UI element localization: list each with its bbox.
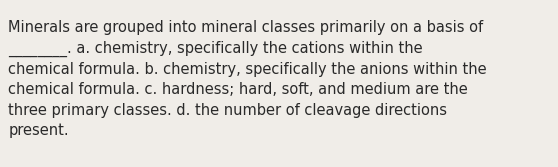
Text: Minerals are grouped into mineral classes primarily on a basis of
________. a. c: Minerals are grouped into mineral classe… bbox=[8, 20, 487, 138]
